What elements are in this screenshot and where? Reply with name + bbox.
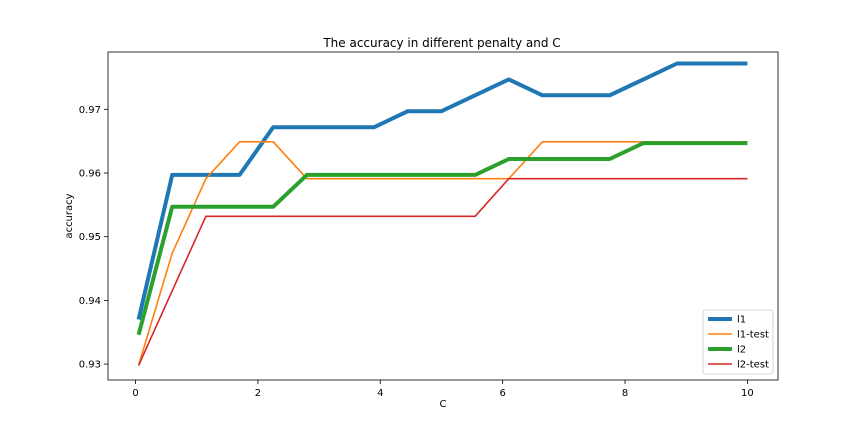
y-axis: 0.93 0.94 0.95 0.96 0.97 bbox=[79, 105, 108, 371]
series-line-l2-test bbox=[137, 177, 748, 366]
x-tick-label: 4 bbox=[377, 388, 383, 399]
x-tick-label: 2 bbox=[255, 388, 261, 399]
x-axis: 0 2 4 6 8 10 bbox=[132, 380, 754, 399]
x-tick-label: 6 bbox=[499, 388, 505, 399]
legend-label-l2: l2 bbox=[737, 345, 746, 356]
y-tick-label: 0.93 bbox=[79, 360, 101, 371]
x-axis-label: C bbox=[440, 399, 447, 410]
chart-title: The accuracy in different penalty and C bbox=[322, 36, 560, 50]
y-tick-label: 0.97 bbox=[79, 105, 101, 116]
legend-label-l1: l1 bbox=[737, 315, 746, 326]
legend-label-l1-test: l1-test bbox=[737, 330, 769, 341]
y-tick-label: 0.94 bbox=[79, 296, 101, 307]
legend: l1 l1-test l2 l2-test bbox=[702, 309, 774, 375]
y-tick-label: 0.95 bbox=[79, 232, 101, 243]
y-tick-label: 0.96 bbox=[79, 169, 101, 180]
plot-area bbox=[107, 51, 779, 381]
y-axis-label: accuracy bbox=[64, 193, 75, 238]
series-line-l2 bbox=[136, 141, 748, 336]
legend-label-l2-test: l2-test bbox=[737, 360, 769, 371]
x-tick-label: 8 bbox=[622, 388, 628, 399]
x-tick-label: 0 bbox=[132, 388, 138, 399]
x-tick-label: 10 bbox=[741, 388, 754, 399]
legend-box bbox=[702, 309, 774, 375]
series-layer bbox=[136, 61, 748, 366]
series-line-l1 bbox=[136, 61, 748, 320]
